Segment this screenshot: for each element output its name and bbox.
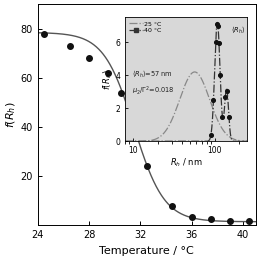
Point — [68, 44, 72, 48]
Y-axis label: $f(R_h)$: $f(R_h)$ — [4, 101, 18, 128]
Point — [119, 90, 123, 95]
Point — [145, 164, 149, 168]
Point — [106, 71, 110, 75]
Point — [87, 56, 91, 60]
Point — [247, 219, 251, 223]
Point — [228, 218, 232, 223]
Point — [170, 204, 174, 208]
Point — [209, 217, 213, 221]
X-axis label: Temperature / °C: Temperature / °C — [99, 246, 194, 256]
Point — [190, 215, 194, 219]
Point — [42, 31, 46, 36]
Point — [132, 125, 136, 129]
